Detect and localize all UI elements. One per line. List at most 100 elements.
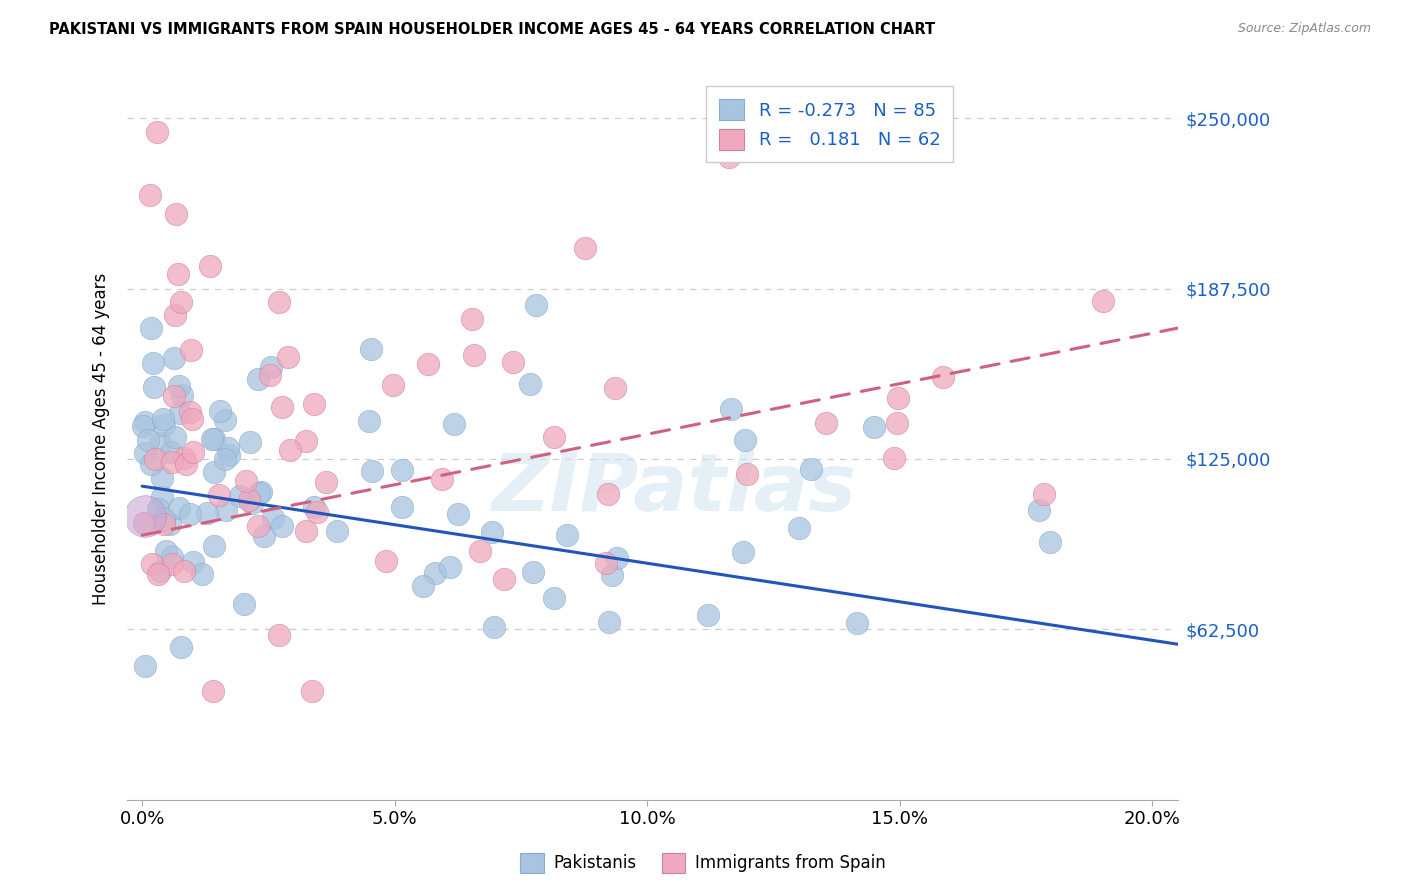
Point — [416, 357, 439, 371]
Point — [598, 615, 620, 629]
Point — [167, 501, 190, 516]
Point — [239, 434, 262, 449]
Point — [134, 658, 156, 673]
Point — [845, 615, 868, 630]
Point — [862, 420, 884, 434]
Point — [1091, 294, 1114, 309]
Point — [734, 434, 756, 448]
Point — [179, 405, 201, 419]
Point — [179, 507, 201, 521]
Point — [232, 597, 254, 611]
Point — [240, 496, 263, 510]
Point — [149, 564, 172, 578]
Point — [253, 529, 276, 543]
Point — [169, 640, 191, 654]
Point — [277, 350, 299, 364]
Point — [381, 378, 404, 392]
Point — [425, 566, 447, 580]
Point — [180, 343, 202, 357]
Point — [181, 412, 204, 426]
Point — [270, 401, 292, 415]
Point — [163, 430, 186, 444]
Point — [167, 267, 190, 281]
Point — [596, 486, 619, 500]
Point — [731, 545, 754, 559]
Point — [302, 397, 325, 411]
Point — [202, 539, 225, 553]
Point — [138, 187, 160, 202]
Point — [132, 419, 155, 434]
Point — [391, 500, 413, 515]
Point — [787, 521, 810, 535]
Point — [235, 474, 257, 488]
Point — [170, 388, 193, 402]
Point — [543, 591, 565, 606]
Point — [134, 446, 156, 460]
Point — [134, 516, 156, 530]
Point — [134, 509, 156, 524]
Text: Source: ZipAtlas.com: Source: ZipAtlas.com — [1237, 22, 1371, 36]
Point — [600, 568, 623, 582]
Point — [169, 406, 191, 420]
Point — [163, 389, 186, 403]
Point — [163, 351, 186, 365]
Point — [270, 518, 292, 533]
Point — [492, 572, 515, 586]
Text: ZIPatlas: ZIPatlas — [491, 450, 856, 528]
Point — [522, 566, 544, 580]
Point — [160, 558, 183, 572]
Point — [260, 360, 283, 375]
Point — [162, 549, 184, 564]
Point — [259, 368, 281, 382]
Point — [524, 298, 547, 312]
Point — [215, 502, 238, 516]
Point — [447, 507, 470, 521]
Point — [228, 489, 250, 503]
Point — [391, 463, 413, 477]
Point — [814, 416, 837, 430]
Point — [463, 348, 485, 362]
Legend: R = -0.273   N = 85, R =   0.181   N = 62: R = -0.273 N = 85, R = 0.181 N = 62 — [706, 87, 953, 162]
Point — [142, 356, 165, 370]
Point — [247, 519, 270, 533]
Point — [159, 517, 181, 532]
Point — [181, 555, 204, 569]
Point — [304, 500, 326, 515]
Point — [883, 451, 905, 466]
Point — [141, 457, 163, 471]
Point — [152, 517, 174, 532]
Point — [468, 543, 491, 558]
Point — [153, 418, 176, 433]
Point — [191, 566, 214, 581]
Point — [443, 417, 465, 431]
Point — [146, 502, 169, 516]
Point — [198, 259, 221, 273]
Point — [167, 379, 190, 393]
Point — [214, 413, 236, 427]
Point — [555, 527, 578, 541]
Point — [195, 506, 218, 520]
Point — [152, 490, 174, 504]
Point — [250, 484, 273, 499]
Point — [262, 510, 284, 524]
Point — [218, 449, 240, 463]
Point — [1038, 534, 1060, 549]
Point — [165, 308, 187, 322]
Point — [696, 607, 718, 622]
Point — [181, 445, 204, 459]
Point — [932, 369, 955, 384]
Point — [800, 462, 823, 476]
Point — [149, 436, 172, 450]
Point — [360, 342, 382, 356]
Point — [481, 525, 503, 540]
Point — [887, 392, 910, 406]
Point — [361, 464, 384, 478]
Point — [595, 556, 617, 570]
Point — [217, 441, 239, 455]
Point — [174, 457, 197, 471]
Point — [412, 579, 434, 593]
Point — [152, 411, 174, 425]
Point — [247, 486, 270, 500]
Point — [142, 380, 165, 394]
Point — [141, 557, 163, 571]
